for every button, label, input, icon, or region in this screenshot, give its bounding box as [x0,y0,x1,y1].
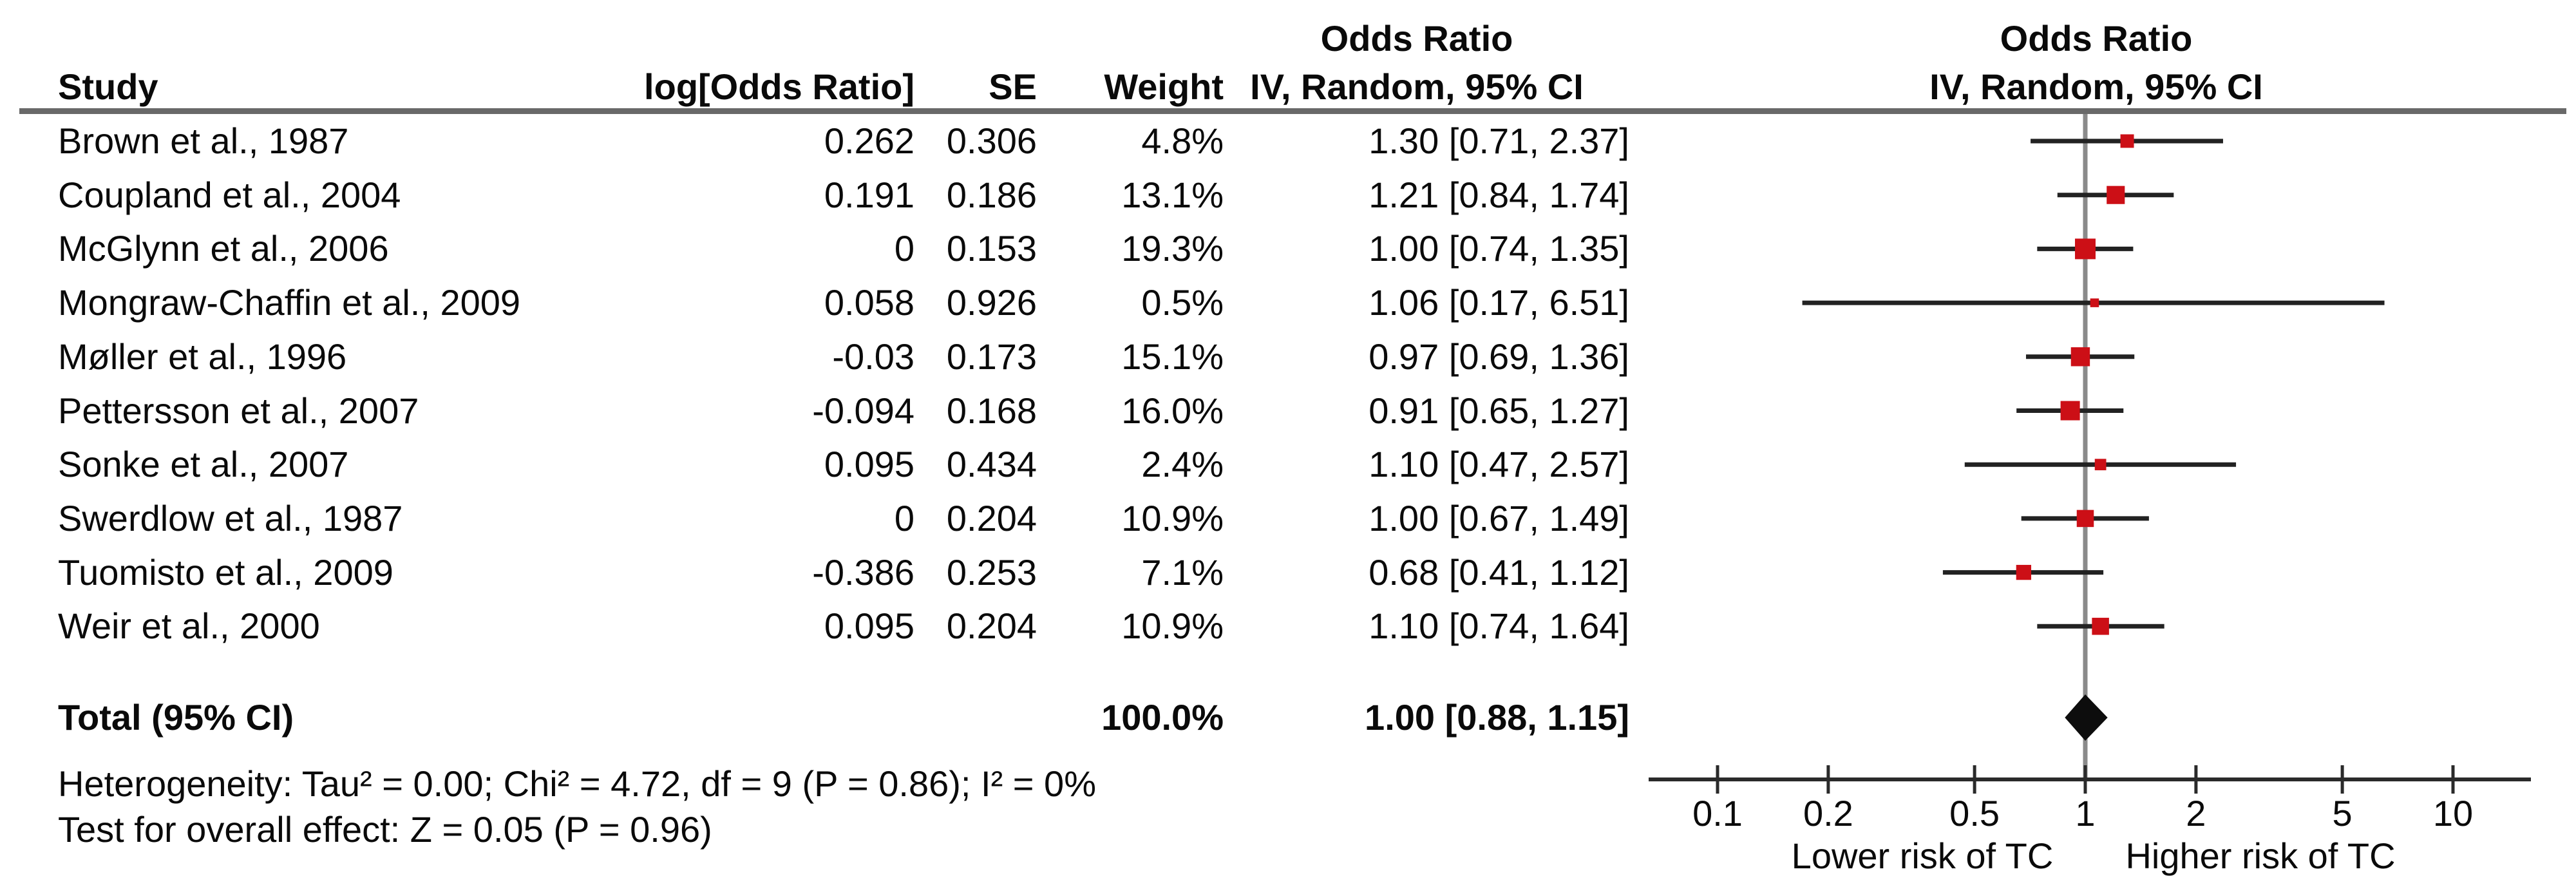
or-marker [2016,564,2032,580]
weight-cell: 0.5% [1141,282,1224,323]
total-ci: 1.00 [0.88, 1.15] [1365,697,1629,738]
study-name-cell: Swerdlow et al., 1987 [58,497,403,539]
axis-direction-label-lower: Lower risk of TC [1792,835,2054,876]
header-rule [19,108,2566,114]
se-cell: 0.186 [946,174,1037,215]
log-or-cell: 0.191 [824,174,914,215]
study-name-cell: Tuomisto et al., 2009 [58,551,393,593]
ci-text-cell: 1.30 [0.71, 2.37] [1368,120,1629,161]
column-header-log-odds-ratio: log[Odds Ratio] [644,66,914,107]
axis-tick-label: 5 [2333,793,2353,834]
log-or-cell: -0.386 [812,551,914,593]
log-or-cell: 0 [894,228,914,269]
study-name-cell: Mongraw-Chaffin et al., 2009 [58,282,521,323]
ci-text-cell: 1.00 [0.67, 1.49] [1368,497,1629,539]
heterogeneity-note: Heterogeneity: Tau² = 0.00; Chi² = 4.72,… [58,763,1096,804]
weight-cell: 4.8% [1141,120,1224,161]
log-or-cell: -0.094 [812,390,914,431]
or-marker [2070,347,2090,367]
summary-diamond [2065,694,2108,741]
log-or-cell: 0.095 [824,606,914,647]
right-method-header: IV, Random, 95% CI [1929,66,2263,107]
axis-tick-label: 2 [2186,793,2206,834]
ci-text-cell: 0.68 [0.41, 1.12] [1368,551,1629,593]
weight-cell: 2.4% [1141,444,1224,485]
ci-text-cell: 0.91 [0.65, 1.27] [1368,390,1629,431]
column-header-weight: Weight [1104,66,1224,107]
or-marker [2120,134,2134,148]
ci-text-cell: 1.10 [0.47, 2.57] [1368,444,1629,485]
axis-tick-label: 0.5 [1949,793,2000,834]
or-marker [2094,459,2107,471]
se-cell: 0.434 [946,444,1037,485]
overall-effect-note: Test for overall effect: Z = 0.05 (P = 0… [58,809,712,850]
or-marker [2092,618,2109,635]
ci-text-cell: 1.00 [0.74, 1.35] [1368,228,1629,269]
log-or-cell: 0.262 [824,120,914,161]
se-cell: 0.306 [946,120,1037,161]
total-weight: 100.0% [1101,697,1224,738]
axis-tick-label: 1 [2075,793,2095,834]
or-marker [2090,298,2099,307]
weight-cell: 13.1% [1121,174,1224,215]
study-name-cell: Weir et al., 2000 [58,606,320,647]
or-marker [2060,401,2080,421]
or-marker [2107,186,2125,204]
study-name-cell: Sonke et al., 2007 [58,444,349,485]
weight-cell: 10.9% [1121,606,1224,647]
left-method-header: IV, Random, 95% CI [1250,66,1584,107]
se-cell: 0.153 [946,228,1037,269]
weight-cell: 19.3% [1121,228,1224,269]
ci-text-cell: 1.06 [0.17, 6.51] [1368,282,1629,323]
right-effect-header: Odds Ratio [2000,18,2193,59]
se-cell: 0.926 [946,282,1037,323]
study-name-cell: McGlynn et al., 2006 [58,228,389,269]
se-cell: 0.204 [946,606,1037,647]
or-marker [2076,510,2094,528]
weight-cell: 15.1% [1121,336,1224,377]
study-name-cell: Møller et al., 1996 [58,336,347,377]
weight-cell: 16.0% [1121,390,1224,431]
study-name-cell: Brown et al., 1987 [58,120,349,161]
axis-direction-label-higher: Higher risk of TC [2125,835,2395,876]
or-marker [2075,238,2096,260]
ci-text-cell: 1.10 [0.74, 1.64] [1368,606,1629,647]
log-or-cell: -0.03 [832,336,914,377]
se-cell: 0.253 [946,551,1037,593]
axis-tick-label: 0.2 [1803,793,1853,834]
study-name-cell: Pettersson et al., 2007 [58,390,419,431]
weight-cell: 10.9% [1121,497,1224,539]
se-cell: 0.173 [946,336,1037,377]
log-or-cell: 0.095 [824,444,914,485]
ci-text-cell: 0.97 [0.69, 1.36] [1368,336,1629,377]
column-header-se: SE [989,66,1037,107]
ci-text-cell: 1.21 [0.84, 1.74] [1368,174,1629,215]
log-or-cell: 0.058 [824,282,914,323]
se-cell: 0.168 [946,390,1037,431]
se-cell: 0.204 [946,497,1037,539]
total-label: Total (95% CI) [58,697,294,738]
weight-cell: 7.1% [1141,551,1224,593]
axis-tick-label: 10 [2433,793,2473,834]
axis-tick-label: 0.1 [1692,793,1743,834]
column-header-study: Study [58,66,158,107]
left-effect-header: Odds Ratio [1320,18,1513,59]
study-name-cell: Coupland et al., 2004 [58,174,401,215]
log-or-cell: 0 [894,497,914,539]
